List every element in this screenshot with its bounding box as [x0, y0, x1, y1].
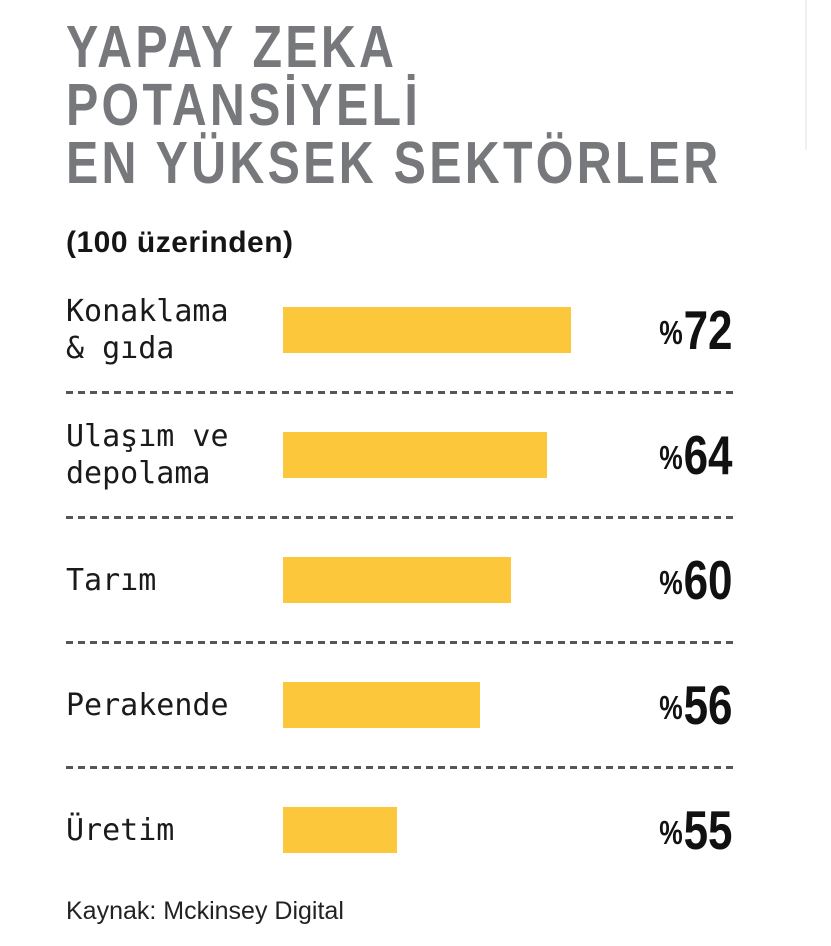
- chart-row-uretim: Üretim %55: [66, 781, 733, 879]
- value-number: 64: [684, 423, 733, 486]
- percent-sign: %: [659, 813, 684, 851]
- percent-sign: %: [659, 438, 684, 476]
- category-label: Üretim: [66, 812, 175, 848]
- row-separator: [66, 516, 733, 519]
- percent-sign: %: [659, 313, 684, 351]
- page-title: YAPAY ZEKA POTANSİYELİ EN YÜKSEK SEKTÖRL…: [66, 14, 831, 196]
- value-number: 72: [684, 298, 733, 361]
- row-separator: [66, 766, 733, 769]
- category-label: Konaklama & gıda: [66, 294, 229, 366]
- bar-zone: [283, 557, 583, 603]
- value-number: 55: [684, 798, 733, 861]
- value-label: %55: [583, 802, 733, 858]
- bar-zone: [283, 682, 583, 728]
- chart-row-ulasim: Ulaşım ve depolama %64: [66, 406, 733, 504]
- category-label: Tarım: [66, 562, 157, 598]
- percent-sign: %: [659, 688, 684, 726]
- chart-row-perakende: Perakende %56: [66, 656, 733, 754]
- bar-zone: [283, 432, 583, 478]
- title-line-3: EN YÜKSEK SEKTÖRLER: [66, 130, 722, 196]
- chart-row-tarim: Tarım %60: [66, 531, 733, 629]
- value-bar: [283, 307, 571, 353]
- bar-zone: [283, 807, 583, 853]
- chart-row-konaklama: Konaklama & gıda %72: [66, 281, 733, 379]
- source-credit: Kaynak: Mckinsey Digital: [66, 897, 344, 925]
- value-number: 56: [684, 673, 733, 736]
- category-label: Perakende: [66, 687, 229, 723]
- row-separator: [66, 641, 733, 644]
- category-label: Ulaşım ve depolama: [66, 419, 229, 491]
- value-bar: [283, 682, 480, 728]
- page-edge-artifact: [805, 0, 807, 150]
- value-bar: [283, 432, 547, 478]
- title-line-2: POTANSİYELİ: [66, 72, 422, 138]
- value-label: %64: [583, 427, 733, 483]
- value-bar: [283, 557, 511, 603]
- scale-note: (100 üzerinden): [66, 226, 294, 259]
- value-number: 60: [684, 548, 733, 611]
- value-label: %72: [583, 302, 733, 358]
- row-separator: [66, 391, 733, 394]
- bar-zone: [283, 307, 583, 353]
- value-bar: [283, 807, 397, 853]
- value-label: %56: [583, 677, 733, 733]
- title-line-1: YAPAY ZEKA: [66, 14, 398, 80]
- value-label: %60: [583, 552, 733, 608]
- bar-chart: Konaklama & gıda %72 Ulaşım ve depolama …: [66, 281, 733, 879]
- percent-sign: %: [659, 563, 684, 601]
